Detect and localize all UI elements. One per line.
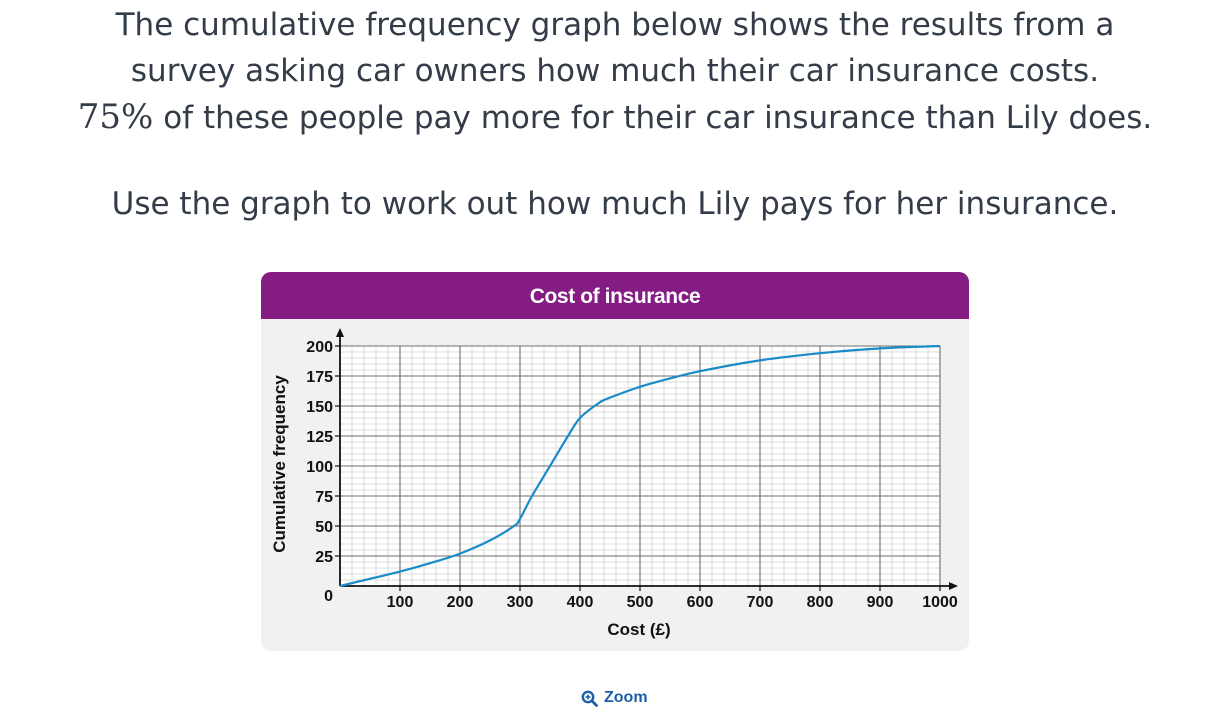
y-tick-label: 50 (315, 519, 333, 536)
y-tick-label: 100 (306, 459, 333, 476)
cumulative-frequency-curve (339, 344, 941, 588)
question-text: The cumulative frequency graph below sho… (0, 2, 1230, 141)
x-tick-label: 100 (387, 594, 414, 611)
x-tick-label: 400 (567, 594, 594, 611)
x-tick-label: 700 (747, 594, 774, 611)
y-tick-label: 75 (315, 489, 333, 506)
x-tick-label: 1000 (922, 594, 958, 611)
x-tick-label: 200 (447, 594, 474, 611)
question-line-1: The cumulative frequency graph below sho… (115, 7, 1115, 43)
cumulative-frequency-chart: 100 200 300 400 500 600 700 800 900 1000255075100… (270, 328, 958, 639)
zoom-label: Zoom (604, 689, 648, 706)
zoom-icon (581, 690, 598, 707)
question-line-3-rest: of these people pay more for their car i… (153, 100, 1153, 136)
zoom-button[interactable]: Zoom (581, 686, 648, 710)
chart-title: Cost of insurance (261, 272, 969, 319)
origin-label: 0 (324, 588, 333, 605)
instruction-text: Use the graph to work out how much Lily … (111, 186, 1119, 222)
x-tick-label: 800 (807, 594, 834, 611)
x-tick-label: 900 (867, 594, 894, 611)
y-axis-label: Cumulative frequency (270, 375, 289, 553)
x-axis-arrow (949, 582, 958, 590)
x-axis-label: Cost (£) (607, 620, 670, 639)
x-tick-label: 300 (507, 594, 534, 611)
x-tick-label: 600 (687, 594, 714, 611)
chart-card: Cost of insurance 100 200 300 400 500 600 700 8… (261, 272, 969, 651)
x-tick-label: 500 (627, 594, 654, 611)
percentage-value: 75% (77, 97, 154, 137)
y-tick-label: 200 (306, 339, 333, 356)
question-line-2: survey asking car owners how much their … (130, 53, 1100, 89)
y-axis-arrow (336, 328, 344, 337)
question-line-3: 75% of these people pay more for their c… (0, 94, 1230, 141)
y-tick-label: 25 (315, 549, 333, 566)
y-tick-label: 125 (306, 429, 333, 446)
y-tick-label: 150 (306, 399, 333, 416)
y-tick-label: 175 (306, 369, 333, 386)
